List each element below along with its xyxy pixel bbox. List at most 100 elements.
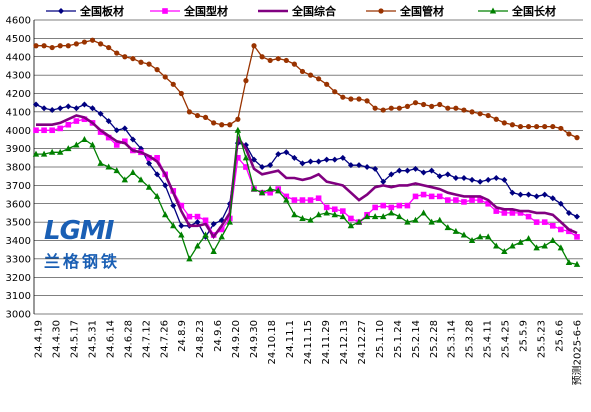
y-tick-label: 3700: [6, 181, 31, 192]
data-point: [299, 160, 306, 167]
data-point: [170, 81, 176, 87]
data-point: [574, 234, 580, 240]
data-point: [323, 204, 330, 211]
data-point: [340, 208, 346, 214]
data-point: [388, 204, 395, 211]
data-point: [445, 105, 451, 111]
data-point: [81, 101, 88, 108]
data-point: [57, 148, 64, 155]
data-point: [501, 248, 508, 255]
legend-marker: [162, 8, 168, 14]
data-point: [501, 210, 508, 216]
data-point: [558, 125, 564, 132]
data-point: [194, 242, 201, 249]
data-point: [258, 189, 266, 196]
watermark-logo: LGMI 兰格钢铁: [44, 216, 144, 272]
data-point: [275, 187, 282, 194]
legend-marker: [58, 8, 64, 14]
legend-label: 全国长材: [511, 4, 556, 18]
data-point: [291, 211, 298, 218]
x-tick-label: 24.8.9: [177, 320, 188, 352]
data-point: [97, 159, 104, 166]
x-tick-label: 25.1.24: [393, 320, 404, 358]
data-point: [202, 231, 209, 238]
data-point: [493, 175, 500, 182]
x-tick-label: 25.4.11: [483, 320, 494, 358]
data-point: [89, 37, 96, 43]
data-point: [146, 160, 153, 167]
x-tick-label: 预测2025-6-6: [571, 320, 584, 385]
data-point: [283, 149, 290, 156]
data-point: [525, 235, 532, 242]
x-tick-label: 24.8.23: [195, 320, 206, 358]
data-point: [396, 213, 403, 220]
data-point: [453, 105, 459, 111]
data-point: [227, 122, 233, 128]
data-point: [146, 61, 152, 67]
data-point: [477, 178, 484, 185]
data-point: [218, 226, 225, 233]
data-point: [106, 44, 112, 51]
data-point: [453, 197, 459, 203]
data-point: [259, 54, 265, 60]
y-tick-label: 4200: [6, 89, 31, 100]
x-tick-label: 24.11.1: [285, 320, 296, 358]
data-point: [534, 123, 540, 130]
data-point: [33, 43, 39, 49]
data-point: [122, 54, 128, 60]
data-point: [113, 127, 120, 134]
data-point: [130, 55, 136, 62]
data-point: [331, 156, 338, 163]
data-point: [557, 200, 564, 207]
data-point: [251, 156, 258, 163]
data-point: [154, 67, 160, 73]
data-point: [509, 242, 516, 249]
data-point: [517, 238, 524, 245]
data-point: [573, 260, 581, 267]
x-tick-label: 25.1.10: [375, 320, 386, 358]
data-point: [97, 41, 104, 47]
data-point: [202, 114, 209, 120]
data-point: [235, 155, 241, 161]
data-point: [65, 103, 72, 110]
data-point: [307, 197, 314, 203]
data-point: [73, 118, 80, 124]
data-point: [517, 191, 524, 198]
data-point: [452, 175, 459, 182]
data-point: [501, 120, 507, 126]
x-tick-label: 24.11.15: [303, 320, 314, 365]
data-point: [517, 123, 524, 130]
data-point: [436, 216, 443, 223]
x-tick-label: 24.9.20: [231, 320, 242, 358]
data-point: [388, 171, 395, 178]
legend-label: 全国板材: [79, 4, 124, 18]
data-point: [162, 74, 168, 80]
x-tick-label: 24.7.26: [159, 320, 170, 358]
data-point: [477, 111, 483, 117]
data-point: [178, 222, 185, 229]
data-point: [121, 125, 128, 132]
watermark-logo-text: LGMI: [44, 216, 114, 246]
data-point: [364, 98, 370, 104]
data-point: [275, 151, 282, 158]
data-point: [122, 138, 128, 145]
legend-label: 全国管材: [399, 4, 444, 18]
data-point: [186, 109, 193, 115]
data-point: [396, 105, 402, 111]
data-point: [250, 185, 258, 192]
data-point: [444, 224, 452, 231]
data-point: [105, 134, 112, 141]
legend-marker: [489, 7, 497, 14]
y-tick-label: 3100: [6, 291, 31, 302]
data-point: [517, 210, 524, 216]
data-point: [267, 162, 274, 169]
data-point: [396, 167, 403, 174]
data-point: [380, 202, 387, 209]
data-point: [40, 150, 48, 157]
data-point: [533, 244, 540, 251]
data-point: [339, 154, 346, 161]
data-point: [65, 121, 72, 128]
y-tick-label: 3000: [6, 310, 31, 321]
y-tick-label: 4600: [6, 16, 31, 27]
